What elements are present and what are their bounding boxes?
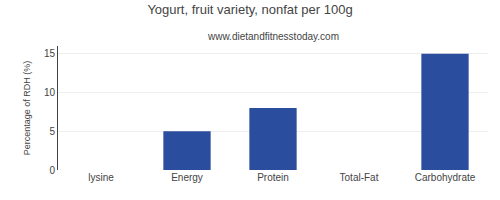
svg-text:Total-Fat: Total-Fat [340,172,379,183]
svg-text:Yogurt, fruit variety, nonfat: Yogurt, fruit variety, nonfat per 100g [147,2,352,17]
svg-text:15: 15 [44,48,56,59]
svg-text:www.dietandfitnesstoday.com: www.dietandfitnesstoday.com [207,31,339,42]
svg-text:Energy: Energy [171,172,203,183]
svg-text:0: 0 [49,165,55,176]
svg-text:10: 10 [44,87,56,98]
svg-text:lysine: lysine [88,172,114,183]
svg-text:Carbohydrate: Carbohydrate [415,172,476,183]
svg-text:Protein: Protein [257,172,289,183]
svg-text:Percentage of RDH (%): Percentage of RDH (%) [22,61,32,156]
svg-text:5: 5 [49,126,55,137]
